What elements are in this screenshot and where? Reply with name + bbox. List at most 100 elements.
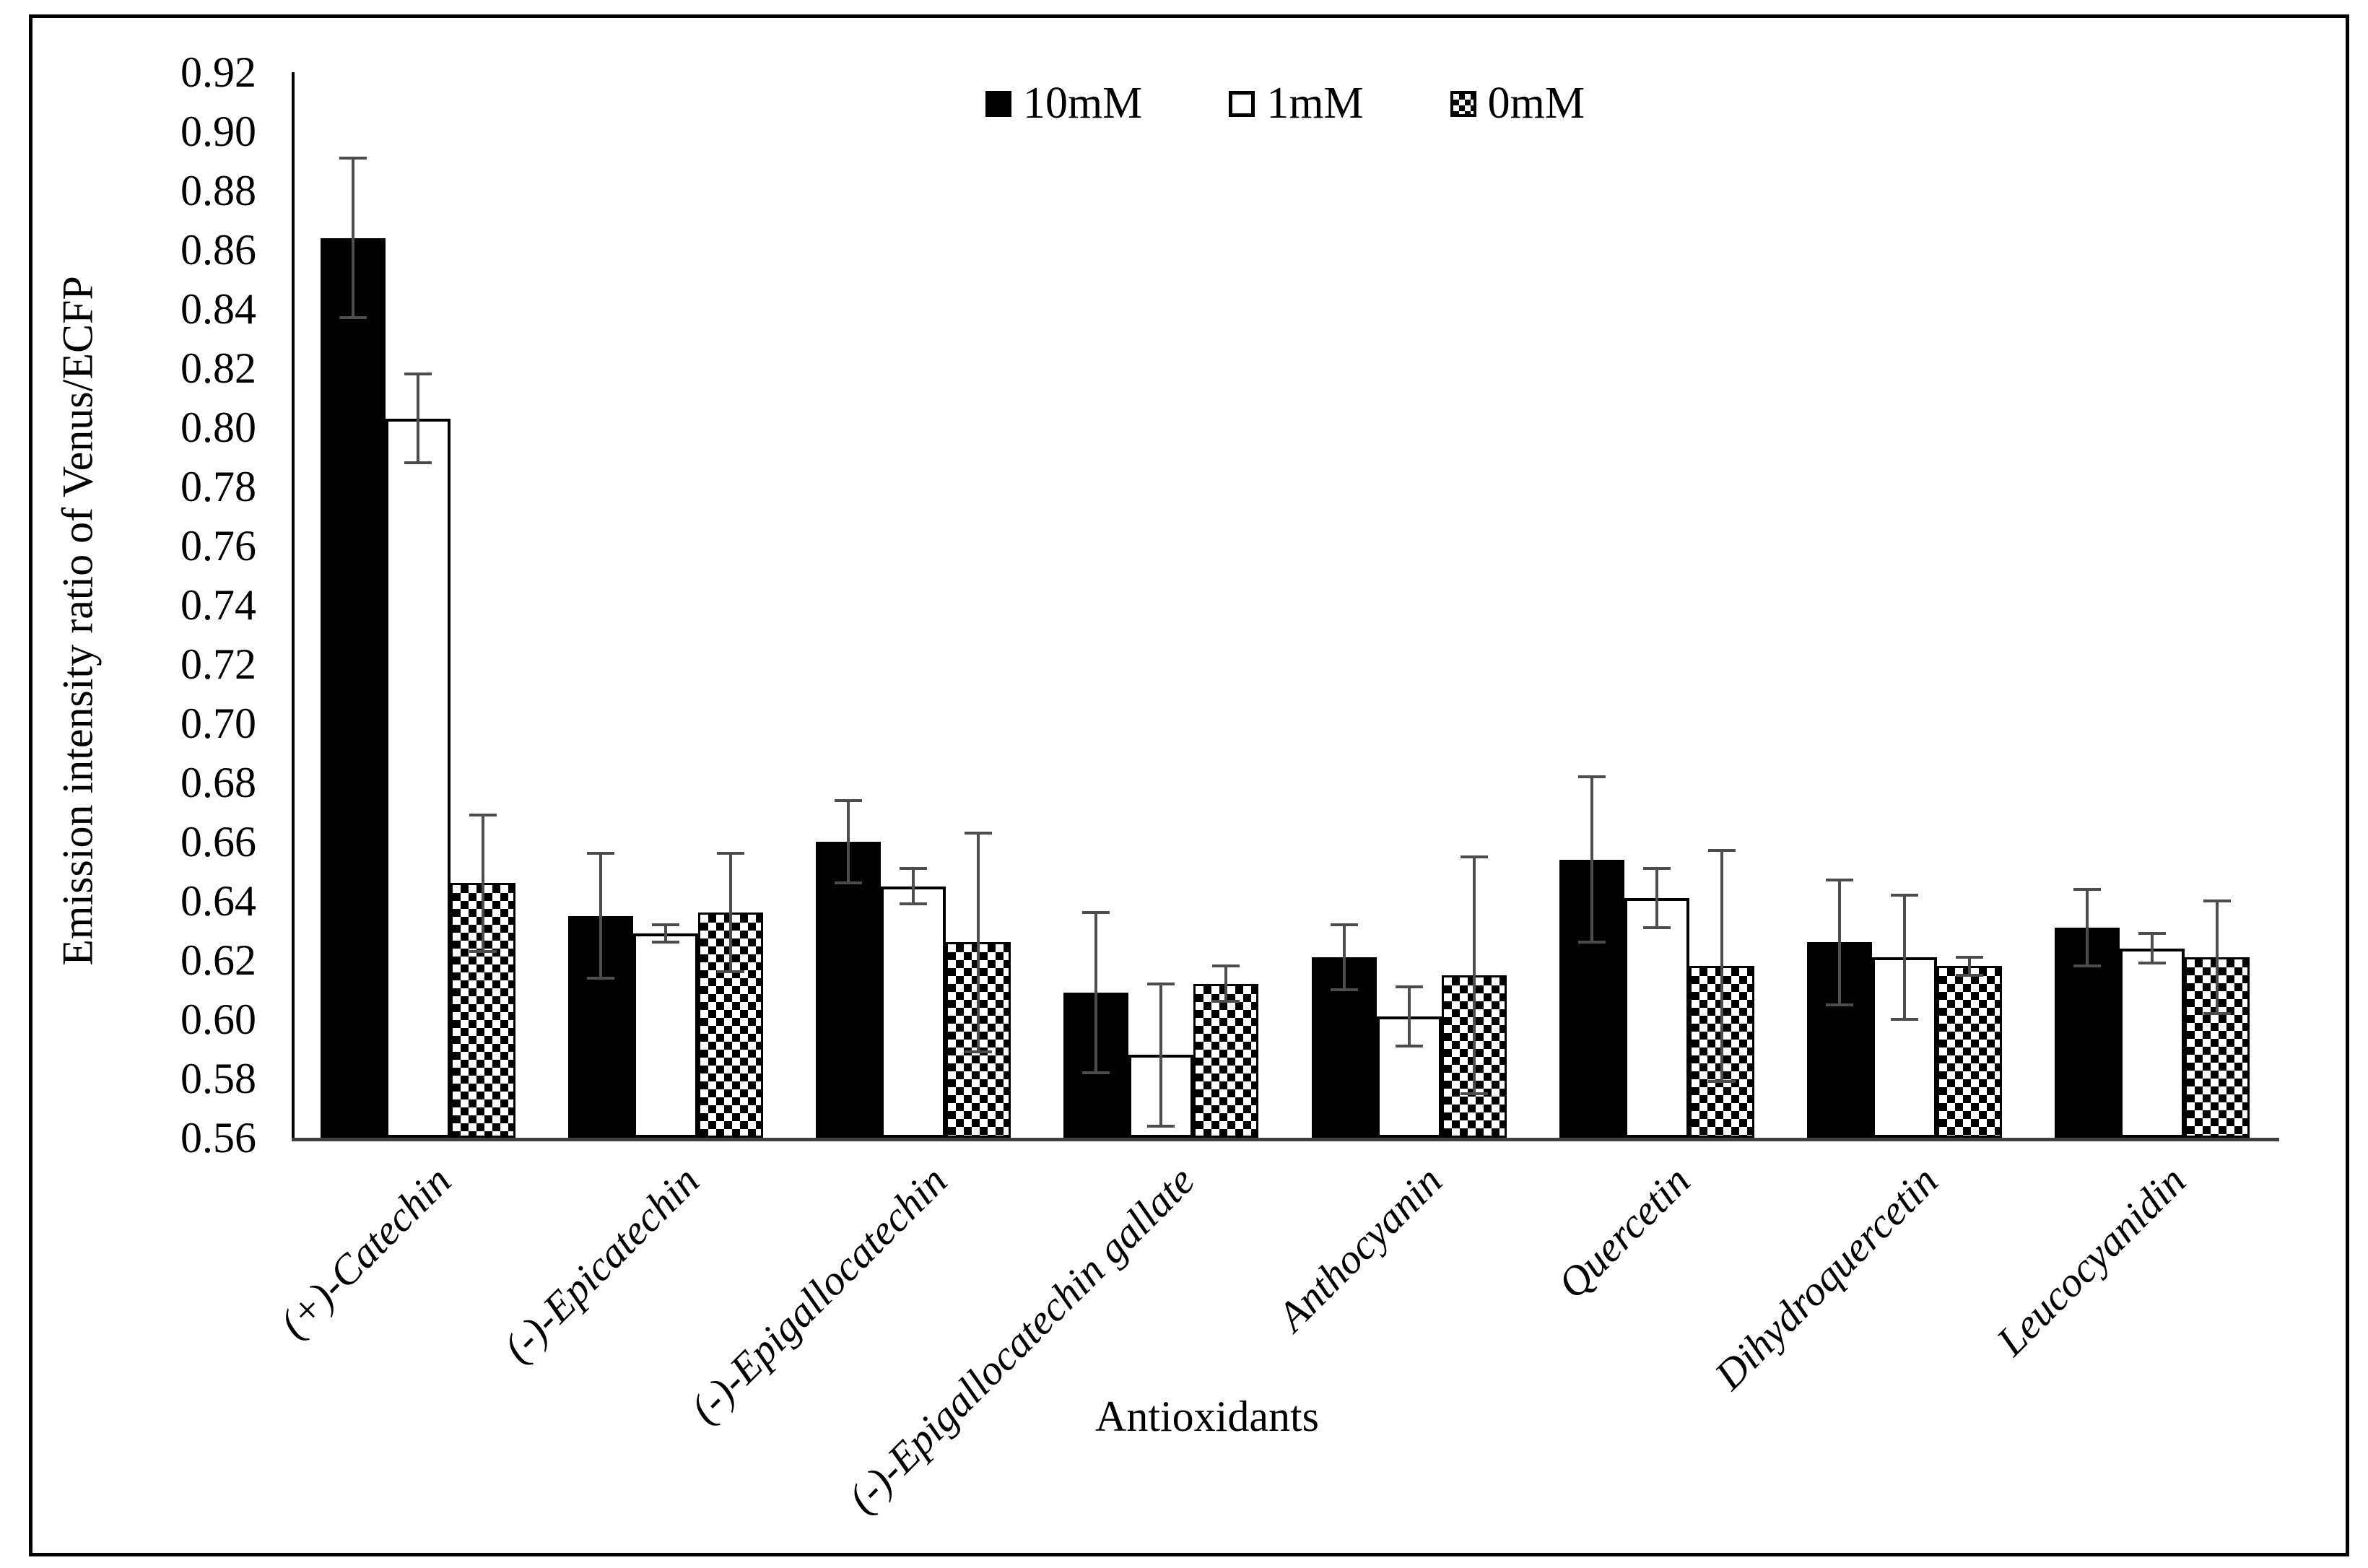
error-bar [912,868,915,905]
legend-label-0mM: 0mM [1487,79,1585,128]
error-bar [1224,966,1228,1002]
error-bar-cap-top [1956,955,1984,959]
error-bar-cap-bottom [1891,1018,1919,1021]
error-bar-cap-top [1707,849,1736,853]
x-category-label: Leucocyanidin [1987,1157,2195,1365]
legend-label-10mM: 10mM [1022,79,1143,128]
error-bar-cap-bottom [1577,941,1606,944]
legend-item-10mM: 10mM [985,78,1142,129]
error-bar-cap-bottom [1642,925,1671,929]
error-bar [2086,889,2089,967]
legend-swatch-1mM-icon [1229,90,1255,117]
bar-1mM-7 [1872,957,1938,1138]
x-category-label: (-)-Epicatechin [494,1157,708,1372]
bar-1mM-1 [385,418,450,1138]
error-bar [351,157,354,318]
x-category-label: (+)-Catechin [270,1157,461,1347]
bar-0mM-4 [1193,983,1259,1138]
error-bar-cap-bottom [1082,1071,1110,1074]
legend-label-1mM: 1mM [1266,79,1364,128]
x-axis-title: Antioxidants [1095,1393,1319,1440]
error-bar-cap-top [1395,985,1423,988]
error-bar-cap-top [1460,855,1488,858]
bar-10mM-1 [320,238,386,1138]
error-bar-cap-top [835,798,863,802]
y-tick-label: 0.74 [180,581,256,629]
bar-0mM-7 [1937,966,2003,1138]
error-bar-cap-bottom [2073,964,2102,968]
error-bar-cap-bottom [2203,1011,2232,1015]
x-axis-line [292,1138,2279,1141]
error-bar [847,800,850,884]
error-bar-cap-top [404,373,432,376]
error-bar [598,853,602,978]
error-bar-cap-top [1577,775,1606,778]
error-bar [1159,983,1163,1126]
legend: 10mM 1mM 0mM [294,78,2276,129]
figure-border [29,14,2349,1556]
error-bar-cap-bottom [651,941,679,944]
error-bar [1342,924,1346,990]
error-bar-cap-bottom [404,461,432,465]
error-bar-cap-top [716,852,744,855]
legend-item-0mM: 0mM [1450,78,1585,129]
error-bar-cap-bottom [2138,962,2167,965]
y-tick-label: 0.76 [180,522,256,570]
error-bar [1472,856,1476,1094]
error-bar-cap-top [2138,932,2167,936]
y-tick-label: 0.62 [180,936,256,984]
error-bar-cap-bottom [965,1050,993,1054]
error-bar-cap-top [339,156,367,160]
error-bar [1838,880,1842,1005]
y-tick-label: 0.84 [180,285,256,333]
error-bar [1720,850,1723,1082]
y-tick-label: 0.80 [180,404,256,451]
plot-area [292,72,2279,1138]
error-bar-cap-top [1642,866,1671,870]
error-bar [1094,913,1098,1073]
error-bar-cap-bottom [586,976,614,980]
error-bar-cap-top [586,852,614,855]
error-bar-cap-bottom [716,970,744,974]
bar-10mM-3 [816,842,882,1138]
y-tick-label: 0.86 [180,226,256,274]
y-tick-label: 0.78 [180,463,256,510]
error-bar-cap-bottom [1826,1003,1854,1006]
error-bar-cap-top [1330,923,1358,926]
error-bar-cap-bottom [1147,1124,1175,1128]
error-bar-cap-top [1826,879,1854,882]
x-category-label: Quercetin [1549,1157,1699,1308]
error-bar [977,832,980,1053]
bar-1mM-8 [2120,948,2185,1138]
error-bar [1903,894,1907,1019]
error-bar [728,853,732,972]
error-bar-cap-top [965,831,993,835]
x-category-label: Dihydroquercetin [1705,1157,1947,1399]
error-bar-cap-top [1147,982,1175,985]
error-bar [1407,986,1411,1046]
error-bar [1968,957,1972,975]
bar-1mM-6 [1624,897,1689,1138]
error-bar-cap-top [1212,964,1240,968]
error-bar-cap-bottom [835,881,863,885]
error-bar-cap-top [1082,911,1110,915]
x-category-label: Anthocyanin [1268,1157,1452,1340]
error-bar [481,815,484,951]
y-tick-label: 0.64 [180,877,256,925]
error-bar-cap-top [469,814,497,817]
bar-1mM-2 [632,933,698,1138]
error-bar [663,924,667,943]
error-bar-cap-top [651,923,679,926]
x-category-label: (-)-Epigallocatechin [681,1157,956,1432]
y-tick-label: 0.58 [180,1055,256,1102]
error-bar-cap-top [2073,887,2102,891]
error-bar-cap-top [1891,893,1919,897]
error-bar-cap-top [2203,900,2232,902]
legend-swatch-0mM-icon [1450,90,1476,117]
error-bar-cap-bottom [1956,973,1984,977]
error-bar-cap-bottom [1212,1000,1240,1003]
error-bar [1655,868,1658,928]
y-tick-label: 0.70 [180,700,256,747]
error-bar-cap-bottom [469,949,497,953]
legend-swatch-10mM-icon [985,90,1011,117]
